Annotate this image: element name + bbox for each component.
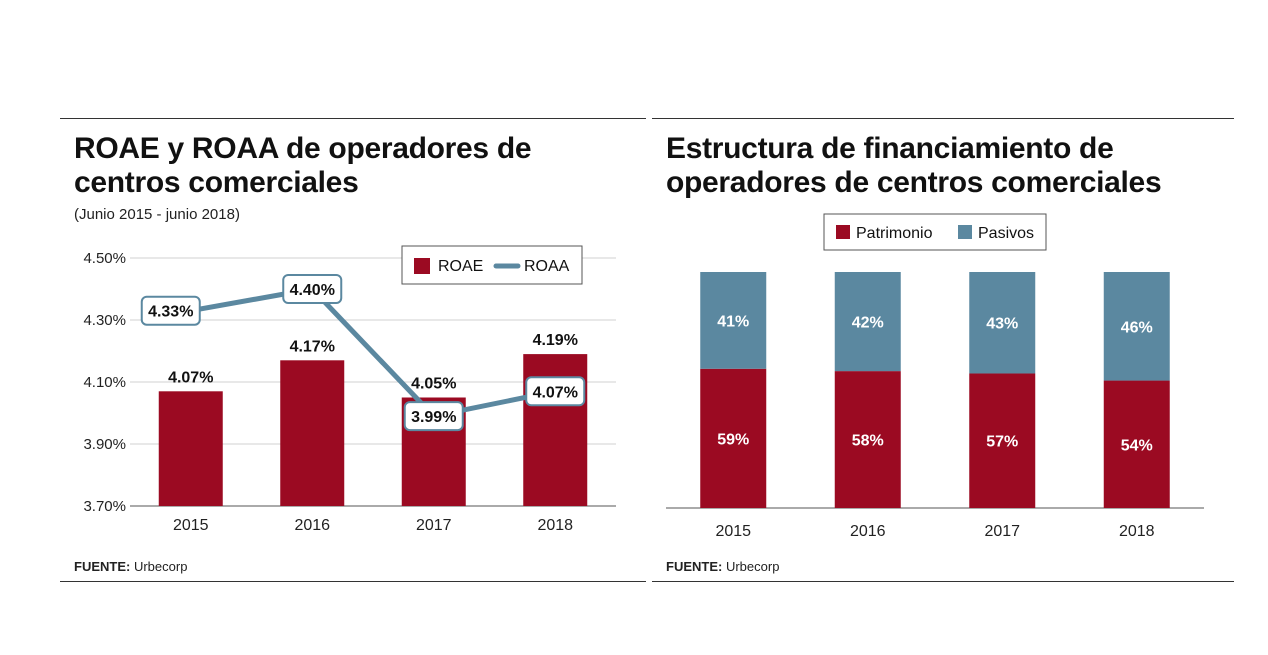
patrimonio-value-label: 54%: [1121, 437, 1153, 454]
roae-value-label: 4.19%: [533, 332, 578, 349]
pasivos-bar-2016: [834, 272, 901, 372]
legend-swatch-patrimonio: [836, 225, 850, 239]
left-source-label: FUENTE:: [74, 559, 131, 574]
financing-structure-panel: Estructura de financiamiento de operador…: [652, 118, 1234, 582]
y-tick-label: 4.50%: [83, 250, 126, 267]
roae-bar-2016: [280, 360, 345, 506]
left-title-line1: ROAE y ROAA de operadores de: [74, 132, 532, 165]
x-tick-label: 2015: [715, 523, 751, 540]
roaa-value-label: 4.33%: [148, 304, 193, 321]
patrimonio-bar-2017: [969, 373, 1036, 508]
pasivos-bar-2018: [1103, 272, 1170, 381]
legend-swatch-pasivos: [958, 225, 972, 239]
legend: Patrimonio Pasivos: [823, 213, 1047, 251]
legend-box: [823, 213, 1047, 251]
roae-value-label: 4.17%: [290, 338, 335, 355]
x-tick-label: 2017: [416, 517, 452, 534]
pasivos-value-label: 43%: [986, 316, 1018, 333]
y-tick-label: 4.30%: [83, 312, 126, 329]
financing-structure-chart: 59% 41% 2015 58% 42% 2016 57% 43% 2017 54% 46% 2018…: [666, 213, 1204, 540]
pasivos-bar-2017: [969, 272, 1036, 374]
roae-roaa-chart: 4.50% 4.30% 4.10% 3.90% 3.70% 2015 2016 2017 201…: [83, 245, 616, 534]
right-source: FUENTE: Urbecorp: [666, 559, 779, 574]
pasivos-value-label: 41%: [717, 313, 749, 330]
right-title-line2: operadores de centros comerciales: [666, 166, 1162, 199]
left-source: FUENTE: Urbecorp: [74, 559, 187, 574]
legend-label-roaa: ROAA: [524, 258, 570, 275]
top-rule: [652, 118, 1234, 119]
patrimonio-bar-2015: [700, 368, 767, 508]
left-title-line2: centros comerciales: [74, 166, 359, 199]
legend-label-roae: ROAE: [438, 258, 483, 275]
x-tick-label: 2015: [173, 517, 209, 534]
pasivos-value-label: 42%: [852, 315, 884, 332]
y-tick-label: 4.10%: [83, 374, 126, 391]
roaa-label-box: [140, 295, 201, 326]
right-chart-title: Estructura de financiamiento de operador…: [666, 132, 1162, 200]
roae-value-label: 4.07%: [168, 369, 213, 386]
pasivos-bar-2015: [700, 272, 767, 369]
legend-swatch-roae: [414, 258, 430, 274]
left-chart-title: ROAE y ROAA de operadores de centros com…: [74, 132, 532, 200]
x-tick-label: 2017: [984, 523, 1020, 540]
left-chart-subtitle: (Junio 2015 - junio 2018): [74, 206, 240, 223]
x-tick-label: 2016: [294, 517, 330, 534]
legend-label-patrimonio: Patrimonio: [856, 225, 933, 242]
patrimonio-value-label: 59%: [717, 431, 749, 448]
x-tick-label: 2016: [850, 523, 886, 540]
legend: ROAE ROAA: [401, 245, 583, 285]
right-source-value: Urbecorp: [725, 559, 780, 574]
right-source-label: FUENTE:: [666, 559, 723, 574]
bottom-rule: [652, 581, 1234, 582]
roae-roaa-panel: ROAE y ROAA de operadores de centros com…: [60, 118, 646, 582]
roaa-label-box: [403, 401, 464, 432]
roae-value-label: 4.05%: [411, 376, 456, 393]
roaa-value-label: 4.40%: [290, 282, 335, 299]
patrimonio-value-label: 58%: [852, 433, 884, 450]
patrimonio-value-label: 57%: [986, 434, 1018, 451]
roaa-label-box: [525, 376, 586, 407]
y-tick-label: 3.90%: [83, 436, 126, 453]
y-tick-label: 3.70%: [83, 498, 126, 515]
roaa-value-label: 4.07%: [533, 384, 578, 401]
roaa-label-box: [282, 274, 343, 304]
right-title-line1: Estructura de financiamiento de: [666, 132, 1114, 165]
bottom-rule: [60, 581, 646, 582]
legend-box: [401, 245, 583, 285]
roaa-value-label: 3.99%: [411, 409, 456, 426]
roae-bar-2015: [158, 391, 223, 506]
roaa-line: [190, 286, 556, 419]
patrimonio-bar-2016: [834, 371, 901, 508]
x-tick-label: 2018: [1119, 523, 1155, 540]
pasivos-value-label: 46%: [1121, 319, 1153, 336]
legend-label-pasivos: Pasivos: [978, 225, 1034, 242]
left-source-value: Urbecorp: [133, 559, 188, 574]
top-rule: [60, 118, 646, 119]
patrimonio-bar-2018: [1103, 380, 1170, 508]
x-tick-label: 2018: [537, 517, 573, 534]
